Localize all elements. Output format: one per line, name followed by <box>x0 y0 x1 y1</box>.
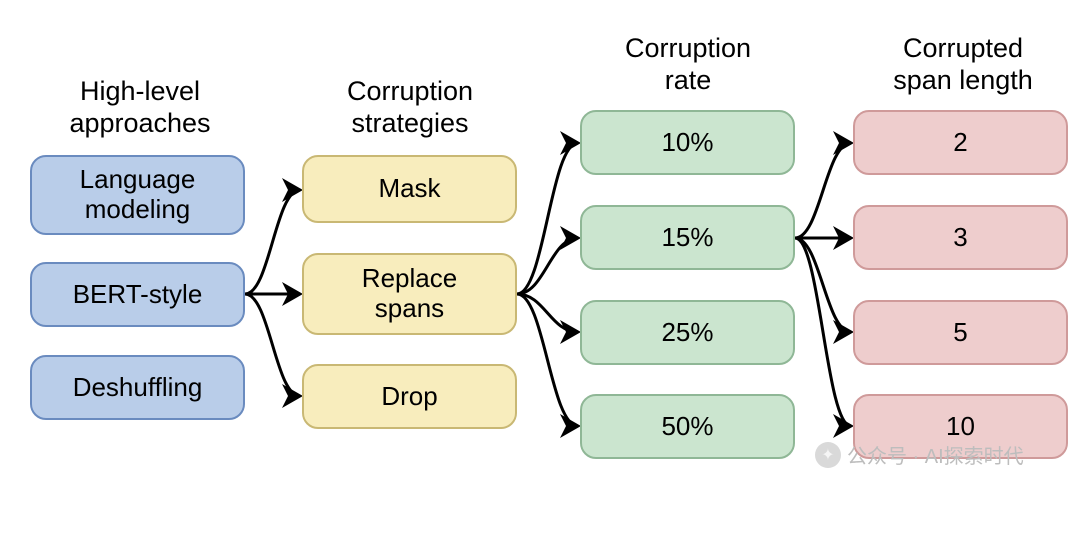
node-replace: Replacespans <box>302 253 517 335</box>
edge-arrow <box>795 238 851 426</box>
watermark-text: 公众号 · AI探索时代 <box>847 440 1024 469</box>
edge-arrow <box>245 190 300 294</box>
column-header-strategies: Corruptionstrategies <box>310 75 510 140</box>
node-r15: 15% <box>580 205 795 270</box>
node-s5: 5 <box>853 300 1068 365</box>
node-r25: 25% <box>580 300 795 365</box>
watermark: ✦ 公众号 · AI探索时代 <box>815 440 1024 469</box>
column-header-rate: Corruptionrate <box>588 32 788 97</box>
flowchart-diagram: High-levelapproaches Languagemodeling BERT… <box>0 0 1080 545</box>
node-bert: BERT-style <box>30 262 245 327</box>
edge-arrow <box>517 294 578 332</box>
node-lang: Languagemodeling <box>30 155 245 235</box>
edge-arrow <box>517 143 578 294</box>
edge-arrow <box>517 294 578 426</box>
edge-arrow <box>245 294 300 396</box>
node-drop: Drop <box>302 364 517 429</box>
node-r50: 50% <box>580 394 795 459</box>
column-header-span: Corruptedspan length <box>858 32 1068 97</box>
node-deshuf: Deshuffling <box>30 355 245 420</box>
edge-arrow <box>795 143 851 238</box>
edge-arrow <box>795 238 851 332</box>
edge-arrow <box>517 238 578 294</box>
node-s3: 3 <box>853 205 1068 270</box>
column-header-approaches: High-levelapproaches <box>40 75 240 140</box>
node-mask: Mask <box>302 155 517 223</box>
node-r10: 10% <box>580 110 795 175</box>
wechat-icon: ✦ <box>815 442 841 468</box>
node-s2: 2 <box>853 110 1068 175</box>
